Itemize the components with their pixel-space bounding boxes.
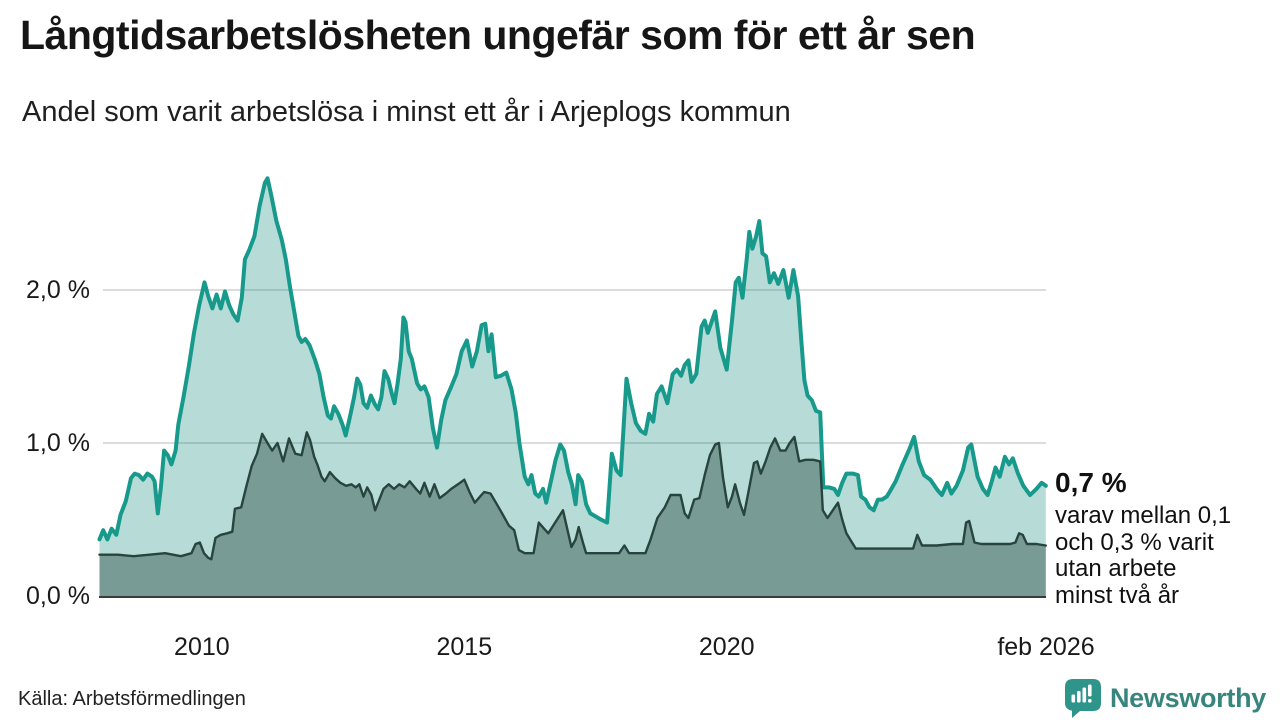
- area-Arbetslösa minst ett år: [99, 178, 1046, 597]
- x-tick-label: 2015: [436, 633, 493, 661]
- annotation-line: varav mellan 0,1: [1055, 502, 1232, 529]
- source-credit: Källa: Arbetsförmedlingen: [18, 688, 246, 710]
- line-Arbetslösa minst ett år: [97, 176, 1048, 542]
- newsworthy-brand: Newsworthy: [1064, 678, 1266, 718]
- newsworthy-wordmark: Newsworthy: [1109, 682, 1266, 713]
- chart-subtitle: Andel som varit arbetslösa i minst ett å…: [22, 96, 791, 128]
- y-tick-label: 0,0 %: [26, 582, 90, 610]
- annotation-line: minst två år: [1055, 581, 1180, 609]
- y-tick-label: 2,0 %: [26, 276, 90, 304]
- annotation-line: utan arbete: [1055, 555, 1177, 582]
- latest-value-annotation: 0,7 % varav mellan 0,1 och 0,3 % varit u…: [1055, 467, 1275, 609]
- x-tick-label: 2020: [698, 633, 755, 661]
- annotation-line: och 0,3 % varit: [1055, 528, 1214, 556]
- x-tick-label: 2010: [174, 633, 230, 661]
- y-tick-label: 1,0 %: [26, 429, 90, 457]
- x-tick-label: feb 2026: [997, 633, 1095, 661]
- line-Arbetslösa minst två år: [98, 431, 1048, 561]
- latest-value-label: 0,7 %: [1055, 467, 1127, 498]
- area-Arbetslösa minst två år: [99, 432, 1046, 596]
- page-title: Långtidsarbetslösheten ungefär som för e…: [20, 12, 976, 58]
- newsworthy-logo-icon: [1064, 679, 1101, 718]
